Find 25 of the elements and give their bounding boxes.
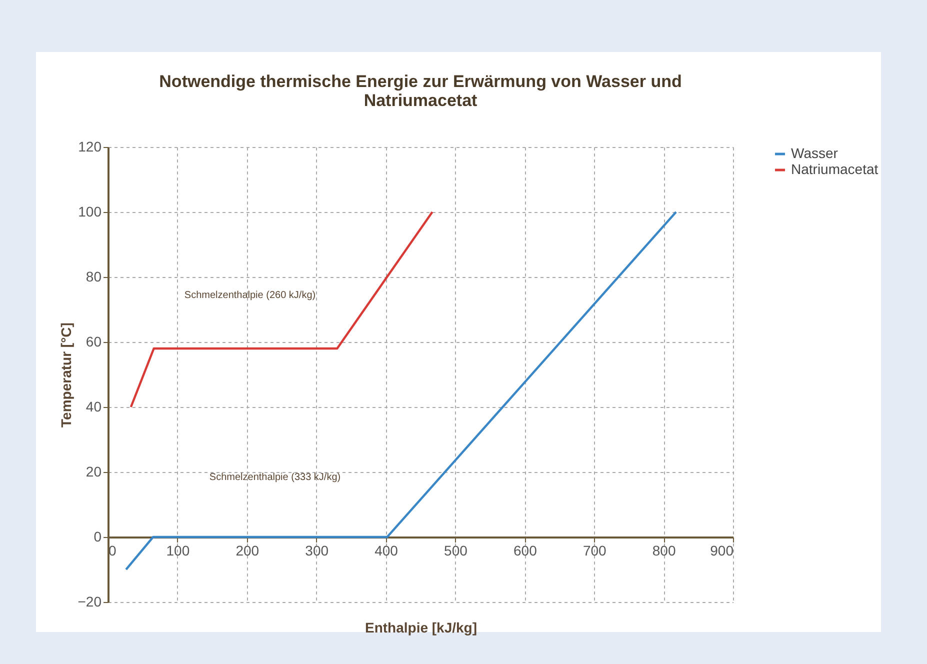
x-tick-label: 700 [582,542,607,558]
x-tick-label: 600 [513,542,538,558]
text: Natriumacetat [364,91,478,110]
x-tick-label: 200 [236,542,260,558]
x-tick-label: 500 [444,542,468,558]
y-axis-title: Temperatur [°C] [58,322,74,428]
x-tick-label: 100 [166,542,190,558]
legend-label: Wasser [791,145,838,161]
y-tick-label: 100 [78,204,102,220]
x-tick-label: 800 [652,542,676,558]
y-tick-label: 20 [86,464,102,480]
y-tick-label: 120 [78,138,102,154]
y-tick-label: −20 [78,594,102,610]
x-tick-label: 400 [374,542,398,558]
y-tick-label: 0 [94,528,102,544]
x-tick-label: 300 [305,542,329,558]
text: Notwendige thermische Energie zur Erwärmung von Wasser und [159,72,682,91]
y-tick-label: 60 [86,334,102,350]
x-tick-label: 900 [710,542,734,558]
y-tick-label: 40 [86,398,102,414]
legend-label: Natriumacetat [791,161,878,177]
x-axis-title: Enthalpie [kJ/kg] [364,620,478,636]
annotation: Schmelzenthalpie (260 kJ/kg) [184,290,316,301]
annotation: Schmelzenthalpie (333 kJ/kg) [209,472,341,483]
y-tick-label: 80 [86,268,102,284]
